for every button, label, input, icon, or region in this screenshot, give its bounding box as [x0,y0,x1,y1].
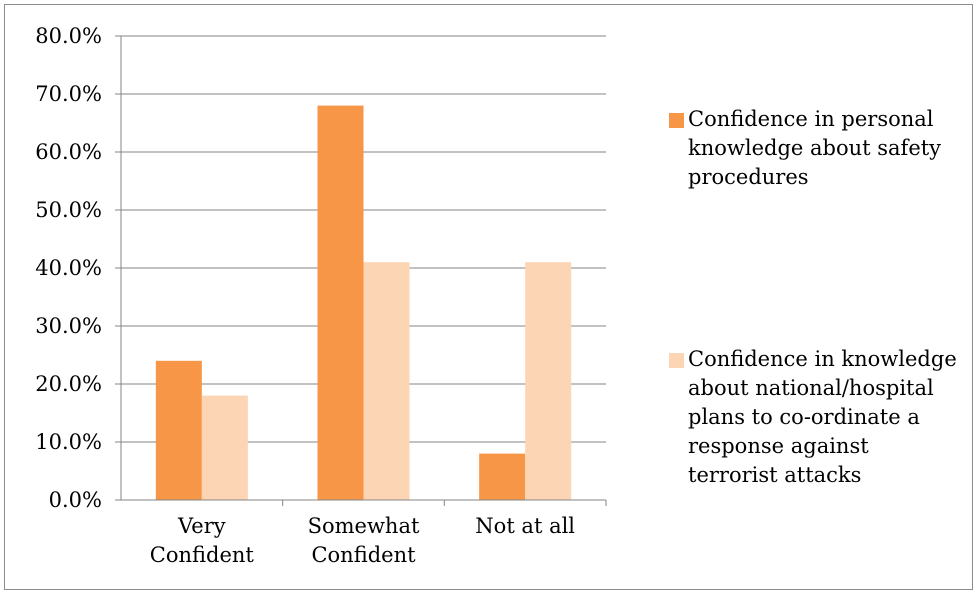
legend-label-personal-knowledge: Confidence in personal knowledge about s… [688,107,942,189]
bar-series-2-category-3 [525,262,572,500]
bar-series-1-category-2 [317,105,364,500]
bar-series-2-category-2 [363,262,410,500]
y-tick-label: 30.0% [35,314,102,338]
x-tick-label: Somewhat Confident [308,514,420,567]
bars [155,105,572,500]
x-tick-labels: Very Confident Somewhat Confident Not at all [150,514,576,567]
x-tick-label-line: Somewhat [308,514,420,538]
x-tick-label-line: Very [177,514,226,538]
x-tick-label: Very Confident [150,514,255,567]
legend-swatch-personal-knowledge [669,113,684,128]
y-tick-labels: 0.0% 10.0% 20.0% 30.0% 40.0% 50.0% 60.0% 70.0% 8… [35,24,102,512]
legend-label-national-plans: Confidence in knowledge about national/h… [688,347,957,487]
y-tick-label: 60.0% [35,140,102,164]
axes [120,36,607,506]
y-tick-label: 80.0% [35,24,102,48]
legend-swatch-national-plans [669,353,684,368]
x-tick-label-line: Not at all [475,514,575,538]
bar-series-1-category-3 [479,453,526,500]
y-tick-label: 50.0% [35,198,102,222]
chart-frame: 0.0% 10.0% 20.0% 30.0% 40.0% 50.0% 60.0% 70.0% 8… [4,4,973,590]
x-tick-label-line: Confident [311,543,416,567]
bar-series-1-category-1 [155,360,202,500]
bar-chart: 0.0% 10.0% 20.0% 30.0% 40.0% 50.0% 60.0% 70.0% 8… [35,24,607,567]
y-tick-label: 70.0% [35,82,102,106]
bar-series-2-category-1 [201,395,248,500]
y-tick-label: 0.0% [49,488,102,512]
x-tick-label-line: Confident [150,543,255,567]
x-tick-label: Not at all [475,514,575,538]
y-tick-label: 20.0% [35,372,102,396]
y-tick-label: 40.0% [35,256,102,280]
legend: Confidence in personal knowledge about s… [669,5,969,595]
y-tick-label: 10.0% [35,430,102,454]
